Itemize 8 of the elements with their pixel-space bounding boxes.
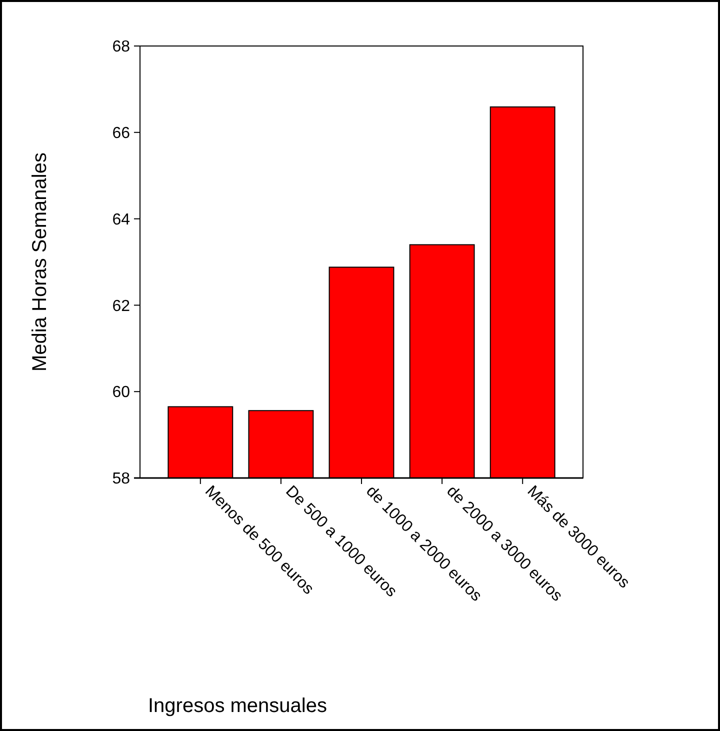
y-tick-label: 58 [112,470,130,488]
y-tick-label: 68 [112,38,130,56]
y-tick-label: 64 [112,211,130,228]
y-tick-label: 62 [112,298,130,315]
x-axis-title: Ingresos mensuales [148,695,327,717]
y-axis-title: Media Horas Semanales [29,152,51,372]
y-tick-label: 60 [112,384,130,402]
y-tick-label: 66 [112,125,130,142]
